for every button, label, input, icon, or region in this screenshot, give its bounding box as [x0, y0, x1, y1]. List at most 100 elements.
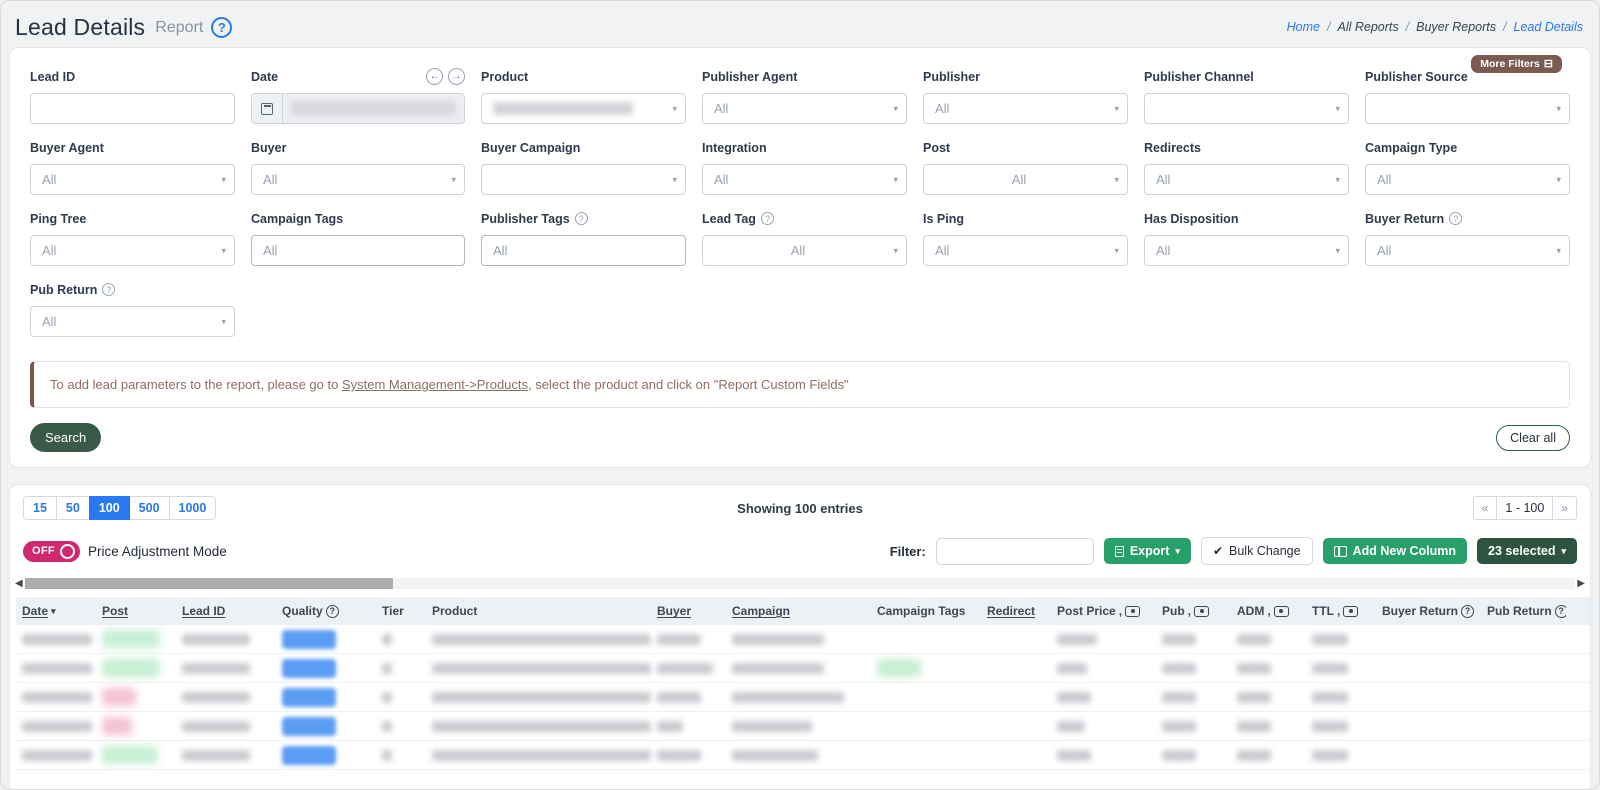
column-header-pub[interactable]: Pub,: [1156, 604, 1231, 618]
more-filters-label: More Filters: [1480, 58, 1540, 70]
price-adjustment-toggle[interactable]: OFF: [23, 540, 80, 562]
add-new-column-button[interactable]: Add New Column: [1322, 538, 1468, 564]
filter-select-publisher-tags[interactable]: All: [481, 235, 686, 266]
table-row[interactable]: [16, 712, 1590, 741]
filter-select-campaign-tags[interactable]: All: [251, 235, 465, 266]
page-size-1000[interactable]: 1000: [168, 496, 217, 520]
scrollbar-thumb[interactable]: [25, 578, 393, 589]
select-value: All: [493, 243, 508, 258]
column-header-redirect[interactable]: Redirect: [981, 604, 1051, 618]
bulk-change-button[interactable]: ✔ Bulk Change: [1200, 537, 1313, 565]
column-header-buyer[interactable]: Buyer: [651, 604, 726, 618]
column-header-pub-return[interactable]: Pub Return?: [1481, 604, 1566, 618]
filter-field-buyer: Buyer All ▾: [251, 139, 465, 195]
scroll-right-icon[interactable]: ▶: [1577, 578, 1585, 589]
help-icon[interactable]: ?: [1554, 604, 1566, 618]
filter-select-has-disposition[interactable]: All ▾: [1144, 235, 1349, 266]
filter-field-has-disposition: Has Disposition All ▾: [1144, 210, 1349, 266]
filter-select-buyer-return[interactable]: All ▾: [1365, 235, 1570, 266]
help-icon[interactable]: ?: [760, 212, 774, 225]
help-icon[interactable]: ?: [1449, 212, 1463, 225]
column-header-ttl[interactable]: TTL,: [1306, 604, 1376, 618]
filter-field-lead-id: Lead ID: [30, 68, 235, 124]
more-filters-button[interactable]: More Filters ⊟: [1471, 55, 1562, 73]
note-link[interactable]: System Management->Products: [341, 377, 529, 392]
filter-select-integration[interactable]: All ▾: [702, 164, 907, 195]
page-size-100[interactable]: 100: [88, 496, 130, 520]
filter-select-buyer-agent[interactable]: All ▾: [30, 164, 235, 195]
filter-select-publisher[interactable]: All ▾: [923, 93, 1128, 124]
pager-next-button[interactable]: »: [1552, 496, 1577, 520]
next-date-icon[interactable]: →: [448, 68, 465, 85]
scroll-left-icon[interactable]: ◀: [15, 578, 23, 589]
filter-select-publisher-agent[interactable]: All ▾: [702, 93, 907, 124]
column-header-campaign[interactable]: Campaign: [726, 604, 871, 618]
help-icon[interactable]: ?: [102, 283, 116, 296]
redacted-cell: [22, 691, 92, 703]
filter-field-publisher-agent: Publisher Agent All ▾: [702, 68, 907, 124]
column-header-adm[interactable]: ADM,: [1231, 604, 1306, 618]
column-header-tier[interactable]: Tier: [376, 604, 426, 618]
table-filter-input[interactable]: [935, 537, 1094, 565]
redacted-cell: [102, 659, 160, 677]
calendar-icon[interactable]: [252, 94, 283, 123]
help-icon[interactable]: ?: [1461, 604, 1475, 618]
clear-all-button[interactable]: Clear all: [1496, 424, 1570, 451]
column-header-buyer-return[interactable]: Buyer Return?: [1376, 604, 1481, 618]
column-header-post-price[interactable]: Post Price,: [1051, 604, 1156, 618]
table-row[interactable]: [16, 625, 1590, 654]
currency-toggle-icon[interactable]: [1273, 605, 1289, 617]
table-row[interactable]: [16, 654, 1590, 683]
filter-select-is-ping[interactable]: All ▾: [923, 235, 1128, 266]
table-row[interactable]: [16, 683, 1590, 712]
filter-select-pub-return[interactable]: All ▾: [30, 306, 235, 337]
date-range-field[interactable]: [251, 93, 465, 124]
filter-select-redirects[interactable]: All ▾: [1144, 164, 1349, 195]
breadcrumb-item-lead-details[interactable]: Lead Details: [1513, 20, 1584, 34]
search-button[interactable]: Search: [30, 423, 102, 452]
select-value: [493, 172, 497, 187]
filter-select-product[interactable]: ▾: [481, 93, 686, 124]
columns-selected-button[interactable]: 23 selected ▾: [1477, 538, 1577, 564]
prev-date-icon[interactable]: ←: [426, 68, 443, 85]
help-icon[interactable]: ?: [325, 604, 339, 618]
column-header-label: Post Price: [1057, 604, 1116, 618]
column-header-post[interactable]: Post: [96, 604, 176, 618]
column-header-lead-id[interactable]: Lead ID: [176, 604, 276, 618]
column-header-date[interactable]: Date ▾: [16, 604, 96, 618]
scrollbar-track[interactable]: [25, 578, 1575, 589]
breadcrumb: Home / All Reports / Buyer Reports / Lead Deta…: [1287, 14, 1583, 34]
redacted-cell: [102, 630, 160, 648]
filter-select-buyer[interactable]: All ▾: [251, 164, 465, 195]
pager-prev-button[interactable]: «: [1472, 496, 1498, 520]
filter-select-buyer-campaign[interactable]: ▾: [481, 164, 686, 195]
currency-toggle-icon[interactable]: [1343, 605, 1359, 617]
breadcrumb-item-home[interactable]: Home: [1286, 20, 1320, 34]
column-header-campaign-tags[interactable]: Campaign Tags: [871, 604, 981, 618]
filter-select-publisher-source[interactable]: ▾: [1365, 93, 1570, 124]
breadcrumb-item-all-reports[interactable]: All Reports: [1337, 20, 1399, 34]
filter-select-publisher-channel[interactable]: ▾: [1144, 93, 1349, 124]
redacted-cell: [1312, 633, 1348, 645]
table-row[interactable]: [16, 741, 1590, 770]
page-size-15[interactable]: 15: [23, 496, 57, 520]
filter-select-campaign-type[interactable]: All ▾: [1365, 164, 1570, 195]
filter-select-ping-tree[interactable]: All ▾: [30, 235, 235, 266]
breadcrumb-separator: /: [1405, 20, 1410, 34]
results-top-bar: 15 50 100 500 1000 Showing 100 entries « 1 -…: [10, 485, 1590, 528]
filter-field-campaign-type: Campaign Type All ▾: [1365, 139, 1570, 195]
currency-toggle-icon[interactable]: [1125, 605, 1141, 617]
export-button[interactable]: Export ▾: [1103, 538, 1191, 564]
page-help-icon[interactable]: ?: [211, 17, 233, 38]
breadcrumb-item-buyer-reports[interactable]: Buyer Reports: [1416, 20, 1497, 34]
page-size-50[interactable]: 50: [55, 496, 90, 520]
filter-select-post[interactable]: All ▾: [923, 164, 1128, 195]
column-header-product[interactable]: Product: [426, 604, 651, 618]
page-size-500[interactable]: 500: [128, 496, 170, 520]
currency-toggle-icon[interactable]: [1194, 605, 1210, 617]
filter-select-lead-tag[interactable]: All ▾: [702, 235, 907, 266]
column-header-quality[interactable]: Quality?: [276, 604, 376, 618]
redacted-cell: [182, 749, 250, 761]
filter-input-lead-id[interactable]: [30, 93, 235, 124]
help-icon[interactable]: ?: [574, 212, 588, 225]
